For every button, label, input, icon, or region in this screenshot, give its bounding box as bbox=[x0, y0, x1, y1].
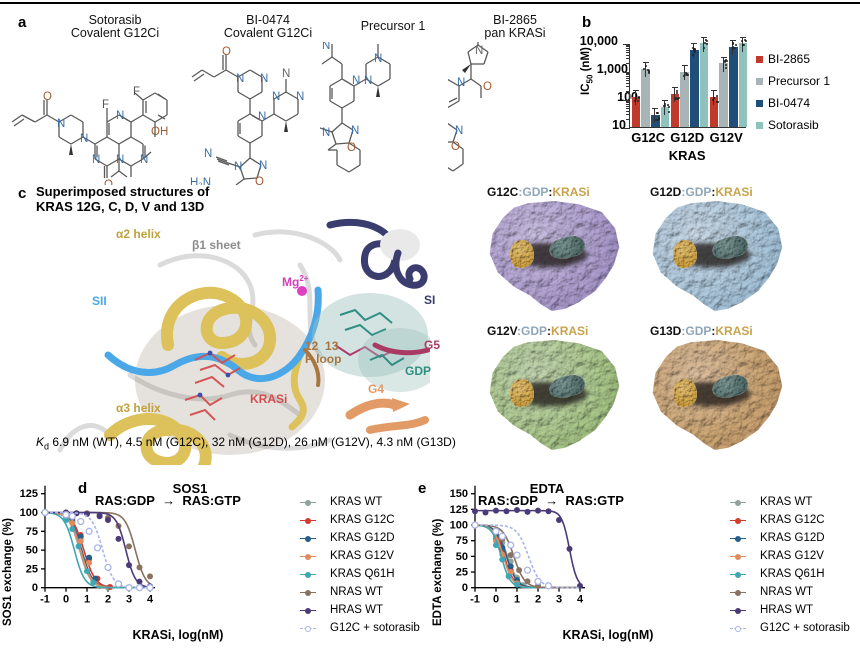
svg-text:100: 100 bbox=[20, 507, 38, 519]
svg-text:0: 0 bbox=[63, 594, 69, 606]
svg-text:125: 125 bbox=[20, 488, 38, 500]
svg-text:0: 0 bbox=[462, 582, 468, 594]
svg-text:50: 50 bbox=[456, 551, 468, 563]
svg-text:-1: -1 bbox=[40, 594, 50, 606]
svg-text:0: 0 bbox=[493, 594, 499, 606]
svg-text:125: 125 bbox=[450, 504, 468, 516]
svg-text:1: 1 bbox=[84, 594, 90, 606]
svg-text:1: 1 bbox=[514, 594, 520, 606]
svg-text:4: 4 bbox=[147, 594, 154, 606]
svg-text:75: 75 bbox=[26, 526, 38, 538]
svg-text:3: 3 bbox=[126, 594, 132, 606]
svg-text:25: 25 bbox=[26, 563, 38, 575]
svg-text:150: 150 bbox=[450, 488, 468, 500]
svg-text:2: 2 bbox=[535, 594, 541, 606]
svg-text:50: 50 bbox=[26, 545, 38, 557]
svg-text:2: 2 bbox=[105, 594, 111, 606]
svg-text:3: 3 bbox=[556, 594, 562, 606]
svg-text:25: 25 bbox=[456, 567, 468, 579]
svg-text:-1: -1 bbox=[470, 594, 480, 606]
svg-text:100: 100 bbox=[450, 520, 468, 532]
svg-text:75: 75 bbox=[456, 535, 468, 547]
svg-text:0: 0 bbox=[32, 582, 38, 594]
svg-text:4: 4 bbox=[577, 594, 584, 606]
